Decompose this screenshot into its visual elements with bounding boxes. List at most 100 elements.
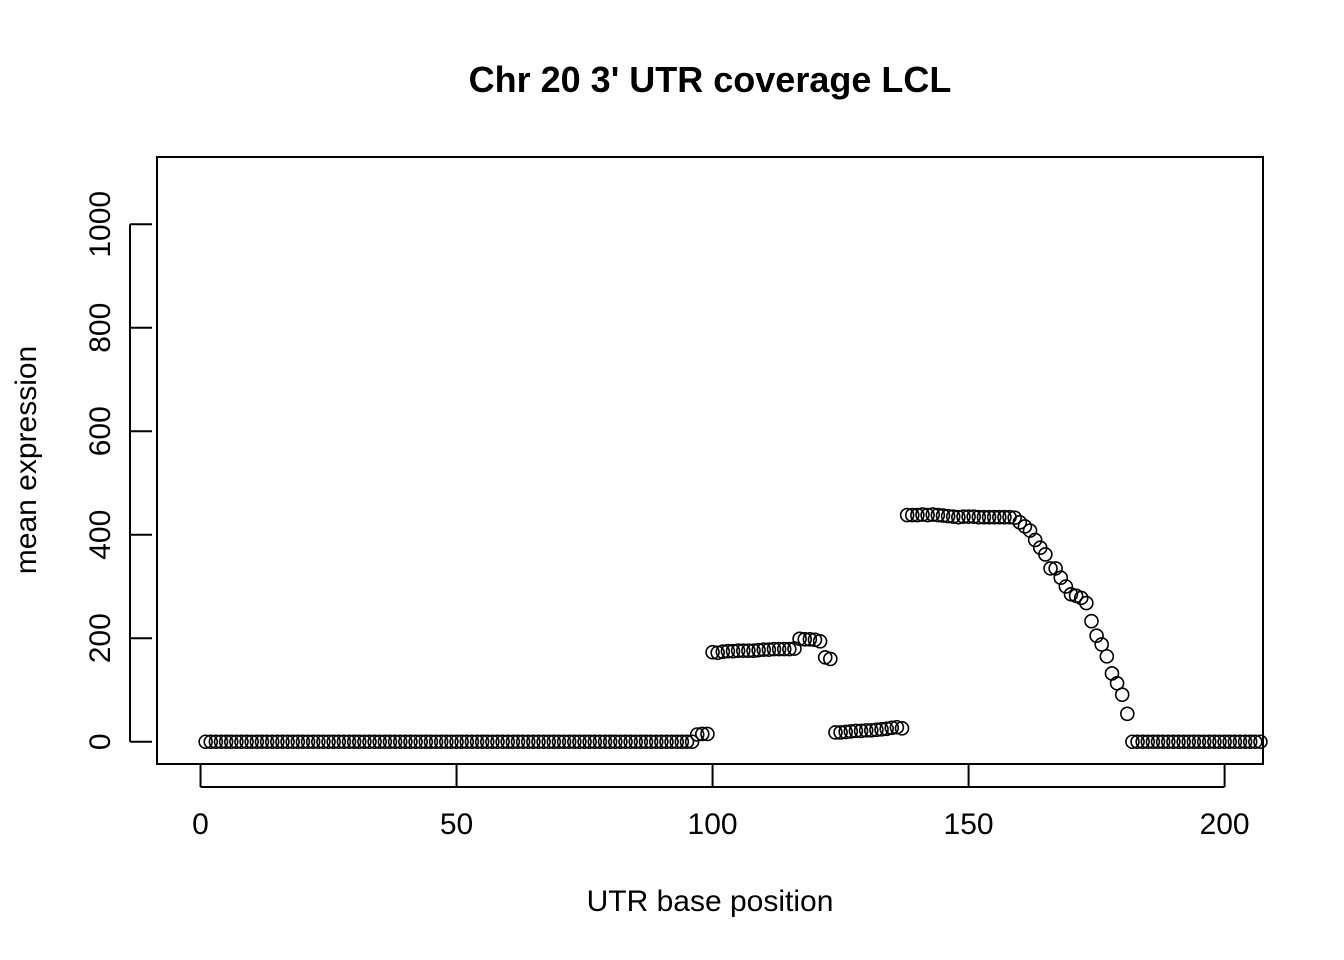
data-point: [920, 507, 935, 523]
data-points: [198, 507, 1268, 750]
y-tick-label: 400: [84, 510, 117, 560]
data-point: [244, 734, 260, 750]
data-point: [1186, 734, 1202, 750]
data-point: [572, 734, 587, 750]
data-point: [863, 723, 879, 738]
y-tick-label: 200: [84, 613, 117, 663]
data-point: [705, 644, 720, 660]
data-point: [710, 645, 725, 661]
data-point: [613, 734, 628, 750]
data-point: [1125, 734, 1140, 750]
data-point: [546, 734, 562, 750]
data-point: [633, 734, 649, 750]
data-point: [515, 734, 531, 750]
data-point: [582, 734, 597, 750]
y-tick-label: 0: [84, 733, 117, 750]
data-point: [833, 725, 848, 740]
data-point: [894, 720, 910, 736]
data-point: [331, 734, 347, 750]
data-point: [812, 634, 828, 649]
data-point: [930, 507, 946, 523]
data-point: [398, 734, 413, 750]
data-point: [1222, 734, 1238, 750]
data-point: [577, 734, 592, 750]
data-point: [730, 643, 746, 658]
data-point: [321, 734, 336, 750]
data-point: [1171, 734, 1186, 750]
data-point: [536, 734, 551, 750]
data-point: [771, 641, 787, 657]
y-tick-label: 800: [84, 303, 117, 353]
y-axis-label: mean expression: [10, 346, 43, 574]
x-axis-label: UTR base position: [587, 885, 834, 918]
x-tick-label: 0: [192, 808, 209, 841]
x-tick-label: 150: [944, 808, 994, 841]
data-point: [915, 507, 930, 522]
data-point: [1232, 734, 1248, 750]
data-point: [551, 734, 567, 750]
data-point: [1053, 570, 1069, 586]
data-point: [1237, 734, 1253, 750]
data-point: [469, 734, 485, 750]
data-point: [935, 508, 951, 523]
data-point: [1181, 734, 1197, 750]
data-point: [531, 734, 546, 750]
data-point: [275, 734, 290, 750]
chart-title: Chr 20 3' UTR coverage LCL: [469, 59, 952, 100]
data-point: [239, 734, 254, 750]
data-point: [597, 734, 613, 750]
data-point: [843, 724, 859, 739]
data-point: [945, 509, 961, 524]
data-point: [336, 734, 352, 750]
data-point: [259, 734, 275, 750]
data-point: [700, 726, 715, 742]
data-point: [858, 723, 874, 738]
data-point: [976, 509, 992, 525]
y-tick-label: 600: [84, 406, 117, 456]
data-point: [459, 734, 475, 750]
data-point: [761, 642, 777, 657]
data-point: [925, 507, 941, 522]
data-point: [971, 509, 987, 525]
x-tick-label: 50: [440, 808, 473, 841]
data-point: [792, 631, 807, 647]
data-point: [526, 734, 541, 750]
data-point: [1130, 734, 1145, 750]
data-point: [1227, 734, 1243, 750]
data-point: [1217, 734, 1232, 750]
data-point: [695, 726, 710, 742]
data-point: [418, 734, 434, 750]
data-point: [669, 734, 685, 750]
data-point: [1079, 595, 1094, 611]
data-point: [1017, 519, 1033, 534]
data-point: [966, 509, 981, 524]
data-point: [1120, 706, 1135, 722]
data-point: [500, 734, 516, 750]
data-point: [567, 734, 582, 750]
data-point: [828, 725, 843, 740]
data-point: [505, 734, 521, 750]
data-point: [433, 734, 449, 750]
data-point: [223, 734, 239, 750]
data-point: [587, 734, 603, 750]
data-point: [479, 734, 495, 750]
data-point: [249, 734, 265, 750]
data-point: [449, 734, 464, 750]
data-point: [372, 734, 388, 750]
data-point: [746, 643, 761, 658]
data-point: [607, 734, 623, 750]
data-point: [715, 644, 731, 660]
data-point: [439, 734, 454, 750]
data-point: [1114, 687, 1130, 702]
data-point: [392, 734, 408, 750]
data-point: [510, 734, 526, 750]
y-tick-label: 1000: [84, 191, 117, 258]
data-point: [403, 734, 418, 750]
data-point: [310, 734, 326, 750]
data-point: [720, 643, 736, 659]
data-point: [1207, 734, 1222, 750]
data-point: [951, 509, 966, 525]
data-point: [853, 723, 869, 739]
data-point: [664, 734, 679, 750]
data-point: [997, 509, 1012, 525]
